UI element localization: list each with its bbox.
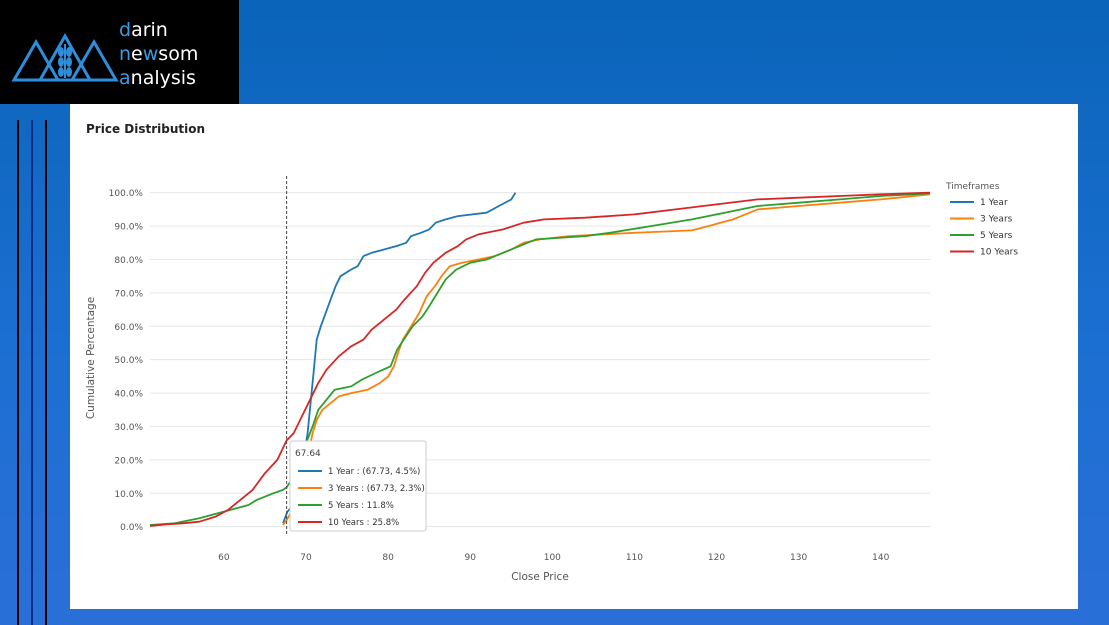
- logo-word-part: arin: [131, 19, 168, 41]
- logo-letter: a: [119, 67, 131, 89]
- cumulative-distribution-chart[interactable]: 0.0% 10.0% 20.0% 30.0% 40.0% 50.0% 60.0% 70.0% 8…: [70, 104, 1078, 609]
- logo-wordmark: darin newsom analysis: [119, 18, 198, 90]
- legend-entry: 3 Years: [980, 215, 1013, 225]
- y-axis-title: Cumulative Percentage: [85, 297, 97, 419]
- x-tick-label: 90: [464, 553, 476, 563]
- chart-card: Price Distribution 0.0% 10.0% 20.0% 30.0% 40…: [70, 104, 1078, 609]
- tooltip-header: 67.64: [295, 449, 321, 459]
- legend-entry: 5 Years: [980, 231, 1013, 241]
- x-tick-label: 80: [382, 553, 394, 563]
- legend-entry: 1 Year: [980, 198, 1008, 208]
- logo-letter: d: [119, 19, 132, 41]
- x-tick-label: 60: [218, 553, 230, 563]
- series-line: [282, 193, 931, 526]
- card-title: Price Distribution: [86, 122, 206, 136]
- tooltip-row: 10 Years : 25.8%: [328, 518, 399, 528]
- y-tick-label: 0.0%: [120, 523, 143, 533]
- series-line: [149, 191, 931, 527]
- mountain-logo-icon: [11, 32, 119, 82]
- hover-tooltip: [289, 440, 427, 532]
- x-tick-label: 100: [544, 553, 561, 563]
- x-tick-label: 140: [872, 553, 889, 563]
- x-tick-label: 110: [626, 553, 643, 563]
- tooltip-row: 3 Years : (67.73, 2.3%): [328, 484, 425, 494]
- y-tick-label: 100.0%: [109, 189, 144, 199]
- y-tick-label: 10.0%: [114, 490, 143, 500]
- logo-area: darin newsom analysis: [0, 0, 239, 104]
- tooltip-row: 5 Years : 11.8%: [328, 501, 394, 511]
- logo-letter: n: [119, 43, 132, 65]
- y-tick-label: 80.0%: [114, 256, 143, 266]
- series-line: [149, 192, 931, 526]
- legend-title: Timeframes: [945, 182, 1000, 192]
- logo-letter: w: [142, 43, 159, 65]
- decor-stripe: [45, 120, 47, 625]
- logo-word-part: e: [131, 43, 143, 65]
- decor-stripe: [17, 120, 19, 625]
- y-tick-label: 20.0%: [114, 456, 143, 466]
- y-tick-label: 60.0%: [114, 323, 143, 333]
- y-tick-label: 30.0%: [114, 423, 143, 433]
- y-tick-label: 40.0%: [114, 390, 143, 400]
- decor-stripe: [31, 120, 33, 625]
- y-tick-label: 70.0%: [114, 289, 143, 299]
- x-tick-label: 130: [790, 553, 807, 563]
- x-tick-label: 70: [300, 553, 312, 563]
- legend-entry: 10 Years: [980, 248, 1018, 258]
- tooltip-row: 1 Year : (67.73, 4.5%): [328, 467, 420, 477]
- x-axis-title: Close Price: [511, 571, 569, 583]
- y-tick-label: 90.0%: [114, 223, 143, 233]
- y-tick-label: 50.0%: [114, 356, 143, 366]
- logo-word-part: nalysis: [130, 67, 196, 89]
- logo-word-part: som: [158, 43, 199, 65]
- x-tick-label: 120: [708, 553, 725, 563]
